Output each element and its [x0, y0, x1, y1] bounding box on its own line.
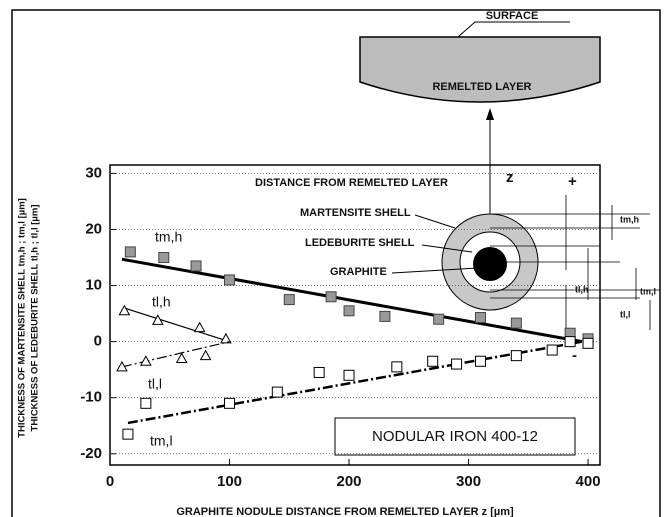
point	[564, 336, 576, 348]
point	[190, 260, 202, 272]
dim-label: tm,l	[640, 286, 656, 296]
surface-label: SURFACE	[486, 10, 539, 22]
dim-label: tl,l	[620, 309, 631, 319]
point	[433, 313, 445, 325]
x-axis-label: GRAPHITE NODULE DISTANCE FROM REMELTED L…	[176, 506, 514, 517]
series-label: tm,h	[155, 229, 182, 245]
point	[220, 332, 232, 344]
point	[283, 294, 295, 306]
x-tick-label: 100	[217, 473, 242, 490]
graphite-circle	[473, 247, 507, 281]
graphite-label: GRAPHITE	[330, 266, 387, 278]
y-axis-label: THICKNESS OF LEDEBURITE SHELL tl,h ; tl,…	[30, 205, 41, 432]
point	[313, 366, 325, 378]
minus-label: -	[572, 347, 577, 364]
plot-frame	[109, 164, 601, 466]
dim-label: tl,h	[575, 284, 589, 294]
y-tick-label: -10	[80, 389, 102, 406]
plus-label: +	[568, 173, 577, 190]
point	[224, 274, 236, 286]
point	[151, 314, 164, 325]
point	[140, 355, 152, 366]
point	[193, 321, 206, 333]
point	[343, 369, 355, 381]
point	[116, 360, 128, 372]
point	[379, 310, 391, 322]
point	[474, 312, 486, 324]
point	[510, 350, 522, 362]
fit-line	[127, 340, 583, 425]
dim-label: tm,h	[620, 214, 639, 224]
point	[199, 349, 212, 361]
series-label: tl,l	[148, 376, 162, 392]
point	[391, 361, 403, 373]
point	[474, 355, 486, 367]
x-tick-label: 400	[576, 473, 601, 490]
point	[546, 344, 558, 356]
point	[175, 352, 188, 363]
leaders	[391, 214, 479, 274]
point	[122, 428, 134, 440]
point	[140, 397, 152, 409]
layer-label: REMELTED LAYER	[432, 81, 531, 93]
z-label: z	[506, 169, 514, 186]
distance-label: DISTANCE FROM REMELTED LAYER	[255, 177, 448, 189]
x-tick-label: 200	[337, 473, 362, 490]
fit-line	[124, 307, 230, 343]
series-label: tm,l	[150, 433, 173, 449]
point	[224, 397, 236, 409]
point	[158, 252, 170, 264]
fit-line	[121, 341, 230, 368]
y-axis-label: THICKNESS OF MARTENSITE SHELL tm,h ; tm,…	[17, 198, 28, 438]
x-tick-label: 300	[456, 473, 481, 490]
x-tick-label: 0	[106, 473, 114, 490]
remelted-layer-shape	[359, 36, 601, 103]
fit-line	[121, 257, 583, 344]
frame	[11, 9, 661, 517]
note-box	[334, 417, 576, 456]
y-tick-label: 10	[85, 277, 102, 294]
point	[325, 291, 337, 303]
y-tick-label: -20	[80, 445, 102, 462]
note: NODULAR IRON 400-12	[372, 428, 538, 445]
ledeburite-label: LEDEBURITE SHELL	[305, 237, 415, 249]
point	[510, 317, 522, 329]
leader	[457, 21, 570, 38]
dimension-lines	[490, 195, 660, 340]
point	[343, 305, 355, 317]
series-label: tl,h	[152, 294, 171, 310]
y-tick-label: 30	[85, 164, 102, 181]
point	[118, 304, 131, 316]
point	[582, 337, 594, 349]
point	[451, 358, 463, 370]
y-tick-label: 0	[94, 333, 102, 350]
point	[124, 246, 136, 258]
point	[427, 355, 439, 367]
point	[271, 386, 283, 398]
martensite-label: MARTENSITE SHELL	[300, 207, 411, 219]
y-tick-label: 20	[85, 220, 102, 237]
